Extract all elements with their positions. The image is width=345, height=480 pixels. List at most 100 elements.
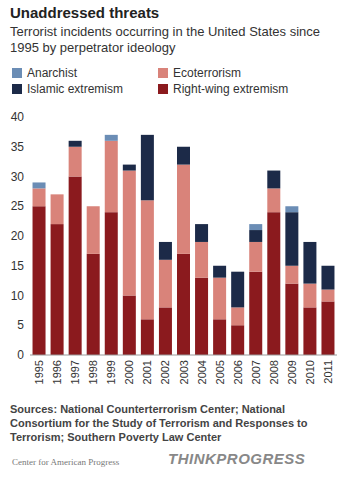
bar-segment — [213, 266, 226, 278]
x-tick-label: 2004 — [196, 360, 208, 384]
tick-mark — [27, 146, 30, 147]
title: Unaddressed threats — [10, 4, 159, 21]
x-tick-label: 1997 — [69, 360, 81, 384]
bar-segment — [249, 230, 262, 242]
bar-segment — [141, 200, 154, 319]
bar-segment — [195, 224, 208, 242]
bar-segment — [249, 242, 262, 272]
legend-swatch — [12, 84, 22, 94]
y-tick-label: 15 — [11, 259, 25, 273]
x-tick-label: 2002 — [159, 360, 171, 384]
bar-segment — [123, 296, 136, 356]
bar-segment — [195, 278, 208, 355]
bar-segment — [321, 265, 334, 266]
bar-segment — [285, 266, 298, 284]
tick-mark — [27, 176, 30, 177]
x-tick-label: 2011 — [322, 360, 334, 384]
x-tick-label: 2007 — [250, 360, 262, 384]
x-tick-label: 2000 — [123, 360, 135, 384]
legend-swatch — [158, 68, 168, 78]
bar-segment — [87, 206, 100, 207]
bar-segment — [267, 171, 280, 189]
bar-segment — [177, 146, 190, 147]
bar-segment — [177, 165, 190, 254]
bar-segment — [231, 271, 244, 272]
bar-segment — [87, 254, 100, 355]
logo-cap: Center for American Progress — [12, 457, 119, 467]
x-tick-label: 1998 — [87, 360, 99, 384]
bars — [33, 135, 335, 355]
bar-segment — [231, 272, 244, 308]
x-tick-label: 2003 — [178, 360, 190, 384]
x-tick-label: 2008 — [268, 360, 280, 384]
bar-segment — [321, 290, 334, 302]
tick-mark — [27, 117, 30, 118]
bar-segment — [285, 284, 298, 355]
x-tick-label: 1995 — [33, 360, 45, 384]
bar-segment — [69, 141, 82, 147]
legend-label: Anarchist — [27, 66, 78, 80]
bar-segment — [195, 242, 208, 278]
subtitle: Terrorist incidents occurring in the Uni… — [10, 24, 330, 56]
y-tick-label: 20 — [11, 229, 25, 243]
legend-label: Right-wing extremism — [173, 82, 288, 96]
bar-segment — [267, 188, 280, 212]
bar-segment — [69, 147, 82, 177]
bar-segment — [51, 194, 64, 224]
bar-segment — [123, 171, 136, 296]
y-tick-label: 5 — [17, 318, 24, 332]
bar-segment — [213, 319, 226, 355]
bar-segment — [267, 170, 280, 171]
y-tick-label: 25 — [11, 199, 25, 213]
bar-segment — [285, 212, 298, 266]
bar-segment — [159, 260, 172, 308]
bar-segment — [231, 307, 244, 325]
bar-segment — [141, 135, 154, 200]
y-tick-label: 0 — [17, 348, 24, 362]
tick-mark — [27, 325, 30, 326]
bar-segment — [303, 241, 316, 242]
bar-segment — [159, 241, 172, 242]
bar-segment — [159, 307, 172, 355]
bar-segment — [231, 325, 244, 355]
bar-segment — [303, 307, 316, 355]
bar-segment — [321, 266, 334, 290]
source-note: Sources: National Counterterrorism Cente… — [10, 402, 335, 444]
bar-segment — [141, 319, 154, 355]
x-tick-label: 2009 — [286, 360, 298, 384]
bar-segment — [87, 206, 100, 254]
bar-segment — [141, 134, 154, 135]
bar-segment — [213, 265, 226, 266]
bar-segment — [51, 224, 64, 355]
bar-segment — [51, 194, 64, 195]
y-tick-label: 30 — [11, 170, 25, 184]
tick-mark — [27, 295, 30, 296]
bar-segment — [159, 242, 172, 260]
bar-segment — [123, 164, 136, 165]
y-tick-label: 40 — [11, 110, 25, 124]
bar-segment — [303, 242, 316, 284]
x-tick-label: 2006 — [232, 360, 244, 384]
x-tick-label: 2005 — [214, 360, 226, 384]
bar-segment — [195, 224, 208, 225]
legend-swatch — [12, 68, 22, 78]
legend-label: Islamic extremism — [27, 82, 123, 96]
bar-segment — [105, 212, 118, 355]
legend-label: Ecoterrorism — [173, 66, 241, 80]
bar-segment — [105, 135, 118, 141]
logo-thinkprogress: THINKPROGRESS — [168, 450, 305, 467]
bar-segment — [249, 272, 262, 355]
bar-segment — [69, 140, 82, 141]
tick-mark — [27, 265, 30, 266]
bar-segment — [177, 254, 190, 355]
x-tick-label: 1999 — [105, 360, 117, 384]
bar-segment — [33, 188, 46, 206]
y-tick-label: 35 — [11, 140, 25, 154]
baseline — [30, 355, 337, 356]
y-tick-label: 10 — [11, 289, 25, 303]
bar-segment — [33, 206, 46, 355]
bar-segment — [69, 177, 82, 356]
bar-segment — [321, 301, 334, 355]
x-tick-label: 2010 — [304, 360, 316, 384]
x-tick-label: 1996 — [51, 360, 63, 384]
